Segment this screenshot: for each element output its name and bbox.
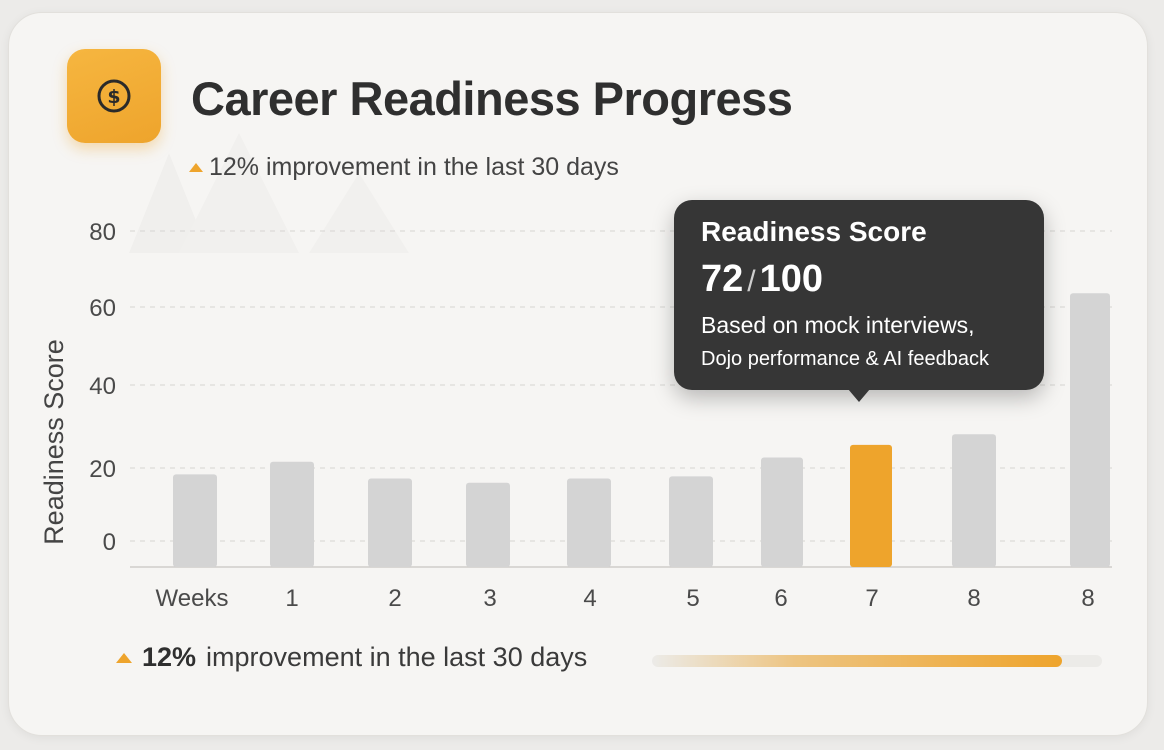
bar-7 [761, 457, 803, 567]
bar-9 [952, 434, 996, 567]
y-axis-label: Readiness Score [39, 339, 69, 545]
tooltip-description-line2: Dojo performance & AI feedback [701, 348, 989, 370]
footer-text: improvement in the last 30 days [206, 642, 588, 672]
bar-3 [368, 478, 412, 567]
readiness-tooltip: Readiness Score 72/100 Based on mock int… [674, 200, 1044, 402]
tooltip-description-line1: Based on mock interviews, [701, 312, 975, 338]
x-tick-label-4: 4 [583, 585, 596, 612]
footer-trend-up-icon [116, 652, 132, 663]
svg-text:$: $ [107, 86, 120, 108]
tooltip-score-separator: / [747, 265, 756, 298]
chart-title: Career Readiness Progress [191, 72, 793, 125]
x-axis-label: Weeks [156, 585, 229, 612]
tooltip-score: 72/100 [701, 258, 823, 301]
bar-4 [466, 482, 510, 567]
footer-percent: 12% [142, 642, 197, 672]
improvement-subtitle-text: 12% improvement in the last 30 days [209, 153, 619, 181]
x-tick-label-2: 2 [388, 585, 401, 612]
bar-2 [270, 461, 314, 567]
improvement-progress-fill [652, 655, 1062, 667]
trend-up-icon [189, 163, 203, 172]
y-tick-label-60: 60 [89, 295, 116, 322]
y-tick-label-0: 0 [103, 529, 116, 556]
tooltip-score-max: 100 [759, 258, 824, 300]
x-tick-label-3: 3 [483, 585, 496, 612]
bar-10 [1070, 293, 1110, 567]
logo-badge: $ [67, 49, 161, 143]
x-tick-label-5: 5 [686, 585, 699, 612]
tooltip-title: Readiness Score [701, 216, 927, 247]
improvement-subtitle: 12% improvement in the last 30 days [189, 153, 619, 182]
x-tick-label-9: 8 [1081, 585, 1094, 612]
improvement-progress-track [652, 655, 1102, 667]
y-tick-label-20: 20 [89, 456, 116, 483]
y-tick-label-40: 40 [89, 373, 116, 400]
dollar-coin-icon: $ [97, 79, 131, 113]
y-tick-label-80: 80 [89, 219, 116, 246]
footer-improvement: 12% improvement in the last 30 days [116, 642, 587, 673]
x-tick-label-7: 7 [865, 585, 878, 612]
background-mountains-decoration [129, 133, 409, 253]
x-tick-label-8: 8 [967, 585, 980, 612]
tooltip-score-value: 72 [701, 258, 744, 300]
bar-1 [173, 474, 217, 567]
bar-8 [850, 444, 892, 567]
x-tick-label-6: 6 [774, 585, 787, 612]
bar-5 [567, 478, 611, 567]
x-tick-label-1: 1 [285, 585, 298, 612]
bar-6 [669, 476, 713, 567]
